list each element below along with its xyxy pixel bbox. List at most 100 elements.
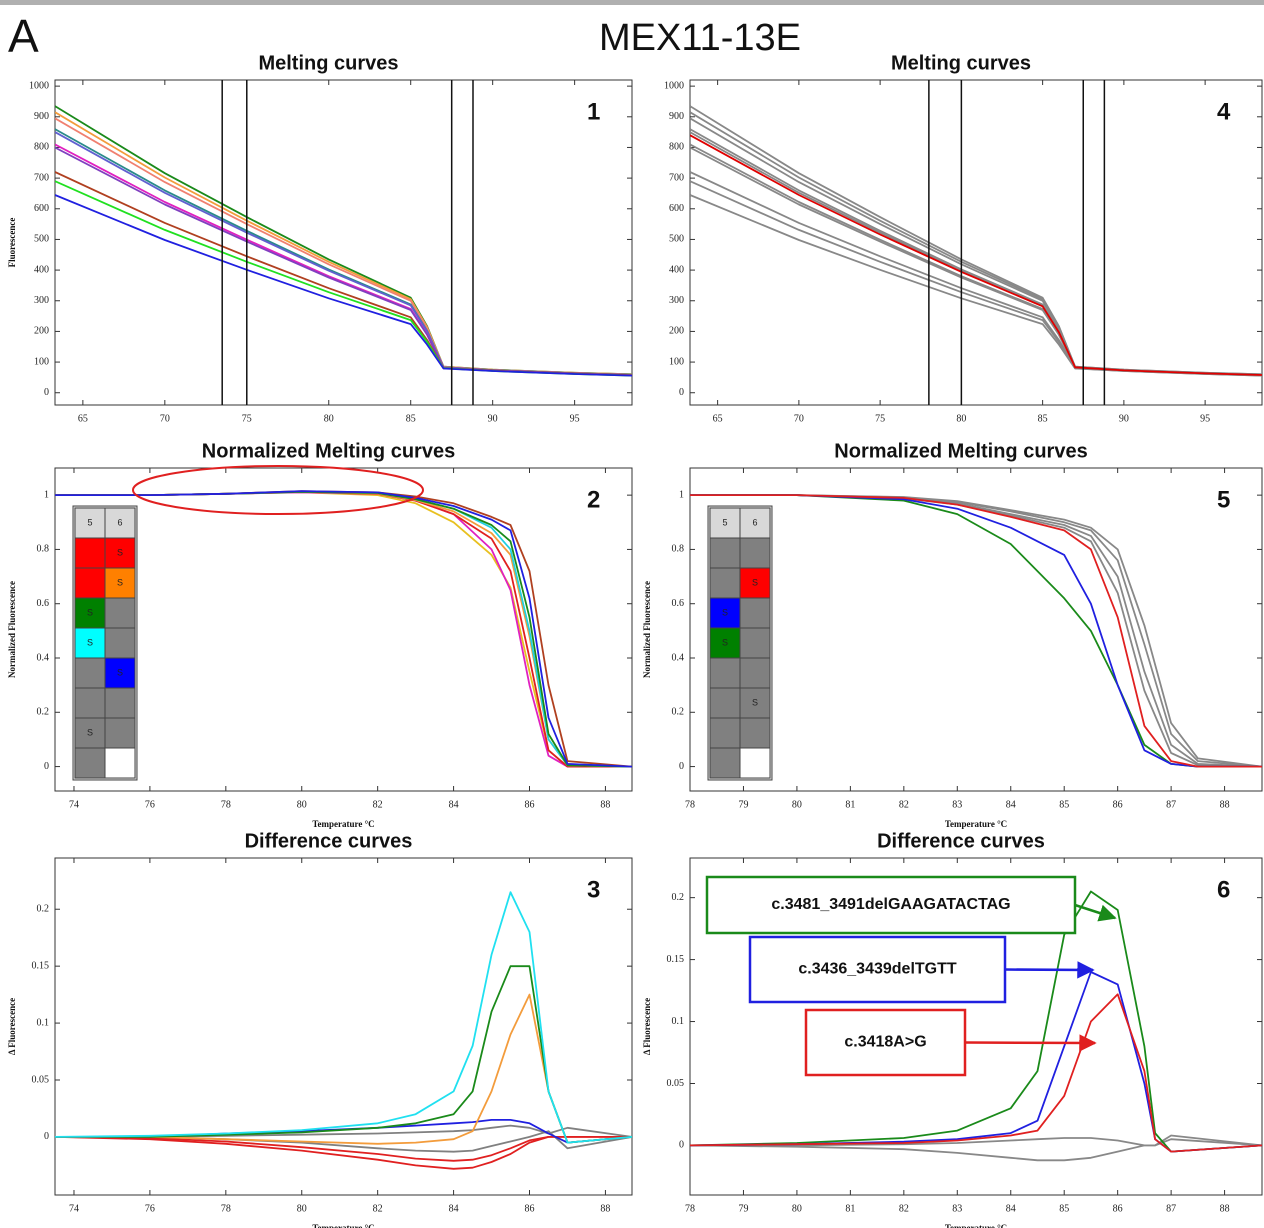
- panel-number: 3: [587, 876, 600, 903]
- panel-number: 2: [587, 486, 600, 513]
- series-line: [690, 890, 1262, 1153]
- inset-cell: [104, 747, 136, 779]
- y-axis-label: Normalized Fluorescence: [7, 581, 17, 678]
- inset-header: [739, 507, 771, 539]
- chart-title: Difference curves: [245, 830, 413, 852]
- inset-cell: [74, 657, 106, 689]
- x-tick-label: 86: [1113, 1203, 1123, 1214]
- inset-cell: [739, 597, 771, 629]
- annotation-text: c.3481_3491delGAAGATACTAG: [771, 896, 1010, 913]
- chart-title: Difference curves: [877, 830, 1045, 852]
- series-line: [690, 1134, 1262, 1147]
- y-tick-label: 1000: [664, 80, 684, 91]
- panel-letter: A: [8, 10, 39, 62]
- inset-cell: [709, 717, 741, 749]
- inset-cell: [739, 627, 771, 659]
- series-line: [690, 494, 1262, 768]
- panel-number: 4: [1217, 98, 1231, 125]
- x-axis-label: Temperature °C: [312, 1223, 374, 1228]
- panel-number: 5: [1217, 486, 1230, 513]
- plot-lines: [55, 105, 632, 377]
- y-tick-label: 0.2: [37, 707, 50, 718]
- annotation-arrow: [1004, 961, 1095, 979]
- panel-number: 6: [1217, 876, 1230, 903]
- inset-cell: [709, 537, 741, 569]
- y-tick-label: 100: [669, 356, 684, 367]
- inset-cell: [739, 657, 771, 689]
- y-tick-label: 0: [679, 387, 684, 398]
- y-tick-label: 400: [669, 264, 684, 275]
- y-tick-label: 0: [679, 761, 684, 772]
- chart-title: Normalized Melting curves: [834, 440, 1087, 462]
- inset-cell: [104, 687, 136, 719]
- x-tick-label: 82: [373, 1203, 383, 1214]
- inset-cell-label: S: [752, 697, 758, 707]
- y-tick-label: 0.8: [672, 544, 685, 555]
- y-tick-label: 600: [669, 203, 684, 214]
- x-tick-label: 82: [373, 799, 383, 810]
- y-tick-label: 400: [34, 264, 49, 275]
- x-tick-label: 80: [956, 413, 966, 424]
- x-tick-label: 78: [685, 1203, 695, 1214]
- y-tick-label: 1: [44, 489, 49, 500]
- x-tick-label: 78: [221, 799, 231, 810]
- chart-title: Melting curves: [891, 52, 1031, 74]
- x-tick-label: 78: [221, 1203, 231, 1214]
- x-tick-label: 81: [845, 1203, 855, 1214]
- x-tick-label: 87: [1166, 1203, 1176, 1214]
- inset-cell: [739, 537, 771, 569]
- x-tick-label: 84: [1006, 1203, 1016, 1214]
- y-tick-label: 0.1: [37, 1017, 50, 1028]
- inset-cell: [104, 537, 136, 569]
- y-axis-label: Δ Fluorescence: [7, 998, 17, 1055]
- x-tick-label: 65: [78, 413, 88, 424]
- x-tick-label: 86: [525, 1203, 535, 1214]
- y-tick-label: 900: [669, 111, 684, 122]
- series-line: [55, 490, 632, 768]
- y-tick-label: 300: [669, 295, 684, 306]
- y-tick-label: 0.6: [672, 598, 685, 609]
- x-tick-label: 86: [525, 799, 535, 810]
- x-tick-label: 70: [794, 413, 804, 424]
- x-tick-label: 86: [1113, 799, 1123, 810]
- x-tick-label: 90: [1119, 413, 1129, 424]
- x-tick-label: 82: [899, 1203, 909, 1214]
- y-tick-label: 0.4: [37, 652, 50, 663]
- x-tick-label: 90: [488, 413, 498, 424]
- y-tick-label: 1: [679, 489, 684, 500]
- series-line: [690, 134, 1262, 376]
- inset-cell-label: S: [117, 577, 123, 587]
- top-bar: [0, 0, 1264, 5]
- y-tick-label: 100: [34, 356, 49, 367]
- y-tick-label: 0: [44, 1131, 49, 1142]
- plot-lines: [690, 494, 1262, 768]
- y-tick-label: 0.4: [672, 652, 685, 663]
- y-tick-label: 0.15: [667, 954, 685, 965]
- annotation-arrow: [964, 1034, 1097, 1052]
- inset-cell: [709, 567, 741, 599]
- x-tick-label: 74: [69, 799, 79, 810]
- x-tick-label: 75: [875, 413, 885, 424]
- y-tick-label: 1000: [29, 80, 49, 91]
- y-tick-label: 600: [34, 203, 49, 214]
- x-tick-label: 80: [297, 1203, 307, 1214]
- x-tick-label: 76: [145, 1203, 155, 1214]
- annotation-text: c.3436_3439delTGTT: [798, 961, 957, 978]
- inset-cell: [104, 627, 136, 659]
- figure-title: MEX11-13E: [599, 17, 801, 59]
- inset-cell: [104, 717, 136, 749]
- inset-cell-label: S: [752, 577, 758, 587]
- x-axis-label: Temperature °C: [312, 819, 374, 829]
- x-tick-label: 80: [792, 1203, 802, 1214]
- annotation-text: c.3418A>G: [844, 1034, 926, 1051]
- inset-cell: [104, 597, 136, 629]
- annotation-arrow: [1074, 903, 1117, 922]
- plot-area: [54, 79, 633, 406]
- x-tick-label: 79: [738, 799, 748, 810]
- plot-area: [689, 467, 1263, 792]
- x-tick-label: 84: [449, 799, 459, 810]
- x-tick-label: 88: [600, 799, 610, 810]
- y-tick-label: 0.8: [37, 544, 50, 555]
- series-line: [690, 494, 1262, 768]
- x-axis-label: Temperature °C: [945, 1223, 1007, 1228]
